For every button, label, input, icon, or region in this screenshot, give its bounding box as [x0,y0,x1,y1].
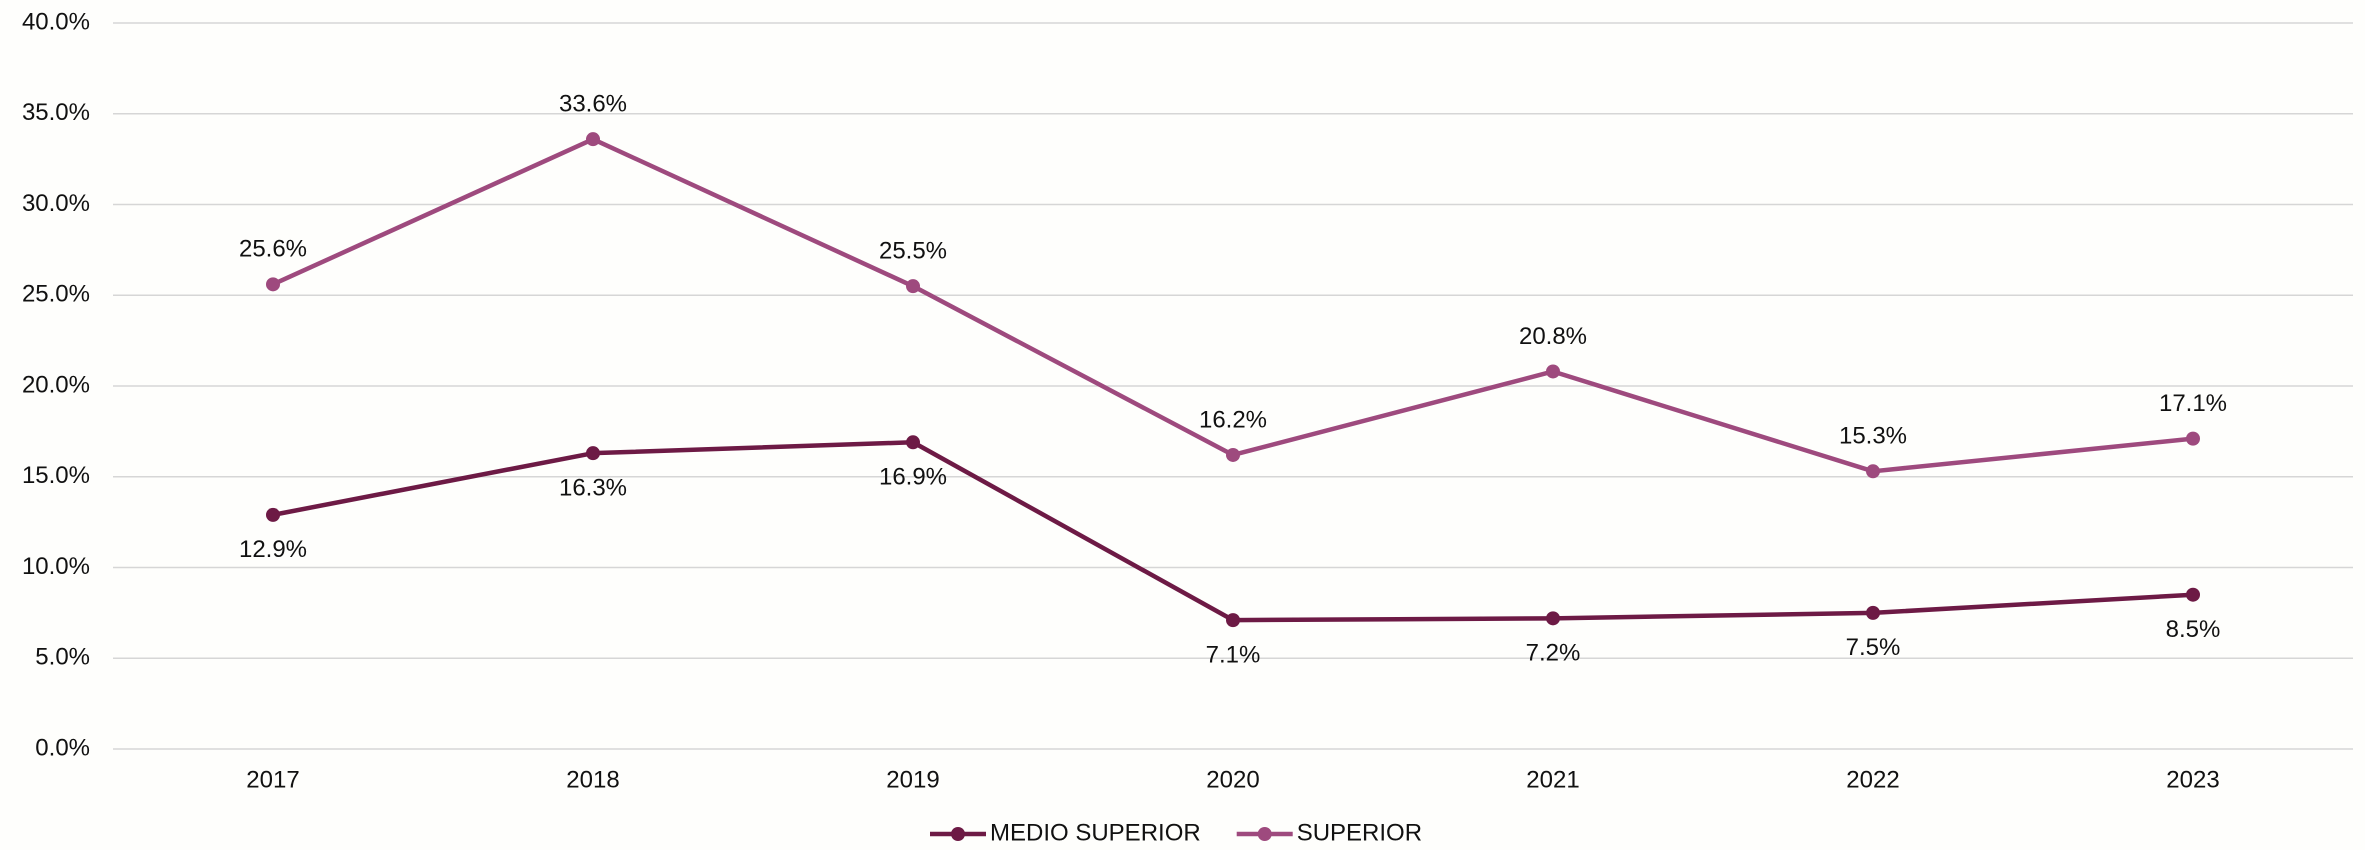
point [906,435,920,450]
x-tick-label: 2020 [1206,766,1259,793]
data-label: 8.5% [2166,616,2221,643]
y-tick-label: 5.0% [35,644,90,671]
data-label: 16.2% [1199,406,1267,433]
point [1226,447,1240,462]
legend-label: MEDIO SUPERIOR [990,819,1201,846]
x-tick-label: 2022 [1846,766,1899,793]
legend-label: SUPERIOR [1297,819,1422,846]
data-label: 25.5% [879,238,947,265]
y-tick-label: 40.0% [22,8,90,35]
x-tick-label: 2018 [566,766,619,793]
legend-marker [1257,827,1272,841]
point [1866,464,1880,479]
x-tick-label: 2023 [2166,766,2219,793]
point [906,279,920,294]
point [586,132,600,147]
data-label: 20.8% [1519,323,1587,350]
data-label: 16.9% [879,464,947,491]
data-label: 7.2% [1526,640,1581,667]
point [1546,611,1560,626]
y-tick-label: 0.0% [35,734,90,761]
point [1546,364,1560,379]
point [266,277,280,292]
data-label: 15.3% [1839,423,1907,450]
point [2186,431,2200,446]
data-label: 7.5% [1846,634,1901,661]
data-label: 12.9% [239,536,307,563]
data-label: 7.1% [1206,641,1261,668]
legend-marker [951,827,965,841]
y-tick-label: 15.0% [22,462,90,489]
data-label: 17.1% [2159,390,2227,417]
y-tick-label: 30.0% [22,190,90,217]
x-tick-label: 2021 [1526,766,1579,793]
y-tick-label: 20.0% [22,371,90,398]
data-label: 16.3% [559,474,627,501]
x-tick-label: 2019 [886,766,939,793]
x-tick-label: 2017 [246,766,299,793]
data-label: 33.6% [559,91,627,118]
y-tick-label: 25.0% [22,281,90,308]
point [1866,605,1880,620]
y-tick-label: 10.0% [22,553,90,580]
point [2186,587,2200,602]
point [586,446,600,461]
point [266,507,280,522]
data-label: 25.6% [239,236,307,263]
y-tick-label: 35.0% [22,99,90,126]
point [1226,613,1240,628]
